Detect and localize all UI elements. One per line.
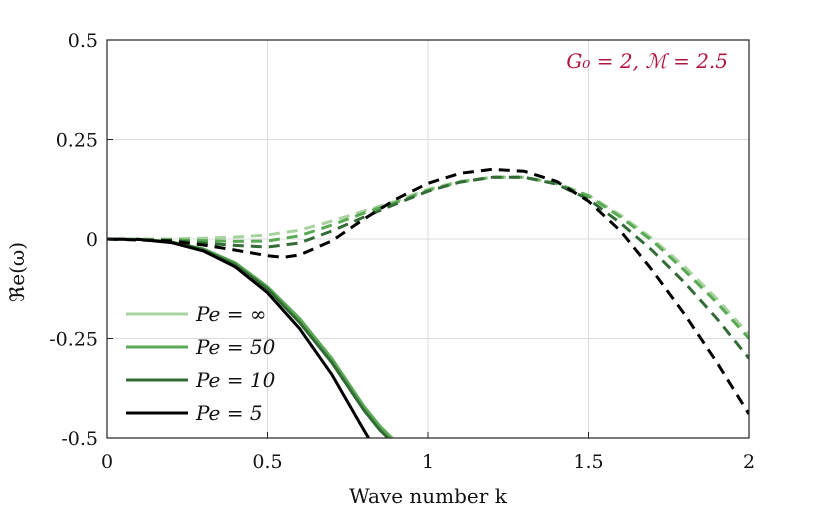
y-tick-label: -0.25 [49, 329, 98, 351]
legend-label-pe-inf: Pe = ∞ [195, 302, 267, 326]
legend: Pe = ∞ Pe = 50 Pe = 10 Pe = 5 [126, 302, 276, 425]
x-tick-label: 1.5 [573, 451, 603, 473]
legend-label-pe-50: Pe = 50 [195, 335, 276, 359]
legend-label-pe-10: Pe = 10 [195, 368, 276, 392]
x-tick-label: 0.5 [252, 451, 282, 473]
x-tick-label: 2 [743, 451, 755, 473]
y-tick-label: -0.5 [61, 428, 98, 450]
series-line-pe-10-dashed [107, 175, 749, 360]
x-axis-ticks: 0 0.5 1 1.5 2 [101, 432, 755, 473]
series-group [107, 167, 749, 438]
y-tick-label: 0.5 [68, 30, 98, 52]
parameter-annotation: G₀ = 2, ℳ = 2.5 [566, 49, 728, 73]
y-axis-ticks: -0.5 -0.25 0 0.25 0.5 [49, 30, 113, 450]
x-tick-label: 1 [422, 451, 434, 473]
y-tick-label: 0.25 [56, 130, 98, 152]
y-tick-label: 0 [86, 229, 98, 251]
y-axis-label: ℜe(ω) [5, 242, 29, 302]
legend-label-pe-5: Pe = 5 [195, 401, 263, 425]
x-axis-label: Wave number k [349, 484, 508, 508]
x-tick-label: 0 [101, 451, 113, 473]
series-line-pe-5-solid [107, 237, 370, 438]
